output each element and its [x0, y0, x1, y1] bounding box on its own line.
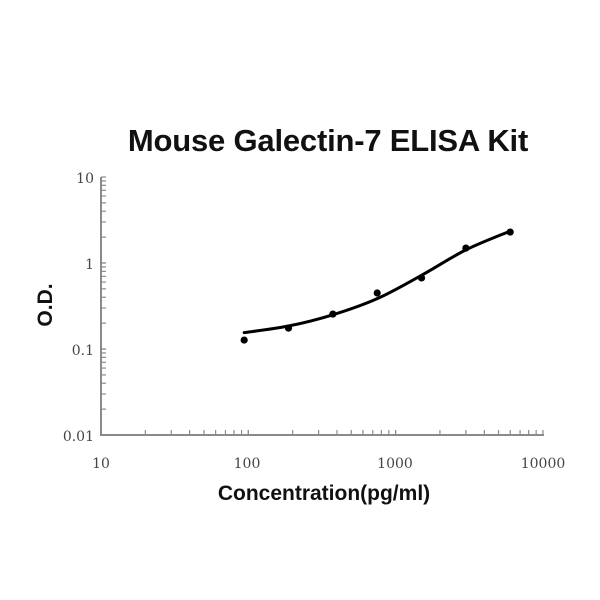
data-point	[329, 310, 337, 318]
x-minor-ticks	[100, 430, 544, 435]
fitted-curve	[242, 229, 512, 335]
x-tick-label: 1000	[377, 456, 413, 472]
chart-title: Mouse Galectin-7 ELISA Kit	[127, 123, 529, 158]
x-tick-label: 100	[234, 456, 261, 472]
data-point	[240, 336, 248, 344]
y-tick-label: 0.01	[63, 429, 94, 445]
x-axis-label: Concentration(pg/ml)	[217, 482, 431, 505]
x-tick-label: 10	[92, 456, 110, 472]
data-points	[240, 228, 514, 344]
x-tick-label: 10000	[521, 456, 566, 472]
y-tick-label: 1	[85, 257, 94, 273]
data-point	[373, 289, 381, 297]
data-point	[417, 274, 426, 282]
data-point	[462, 244, 470, 252]
axes	[100, 177, 544, 436]
data-point	[506, 228, 514, 236]
y-tick-label: 0.1	[72, 343, 94, 359]
data-point	[284, 324, 293, 332]
y-tick-label: 10	[76, 171, 94, 187]
y-minor-ticks	[101, 176, 106, 436]
